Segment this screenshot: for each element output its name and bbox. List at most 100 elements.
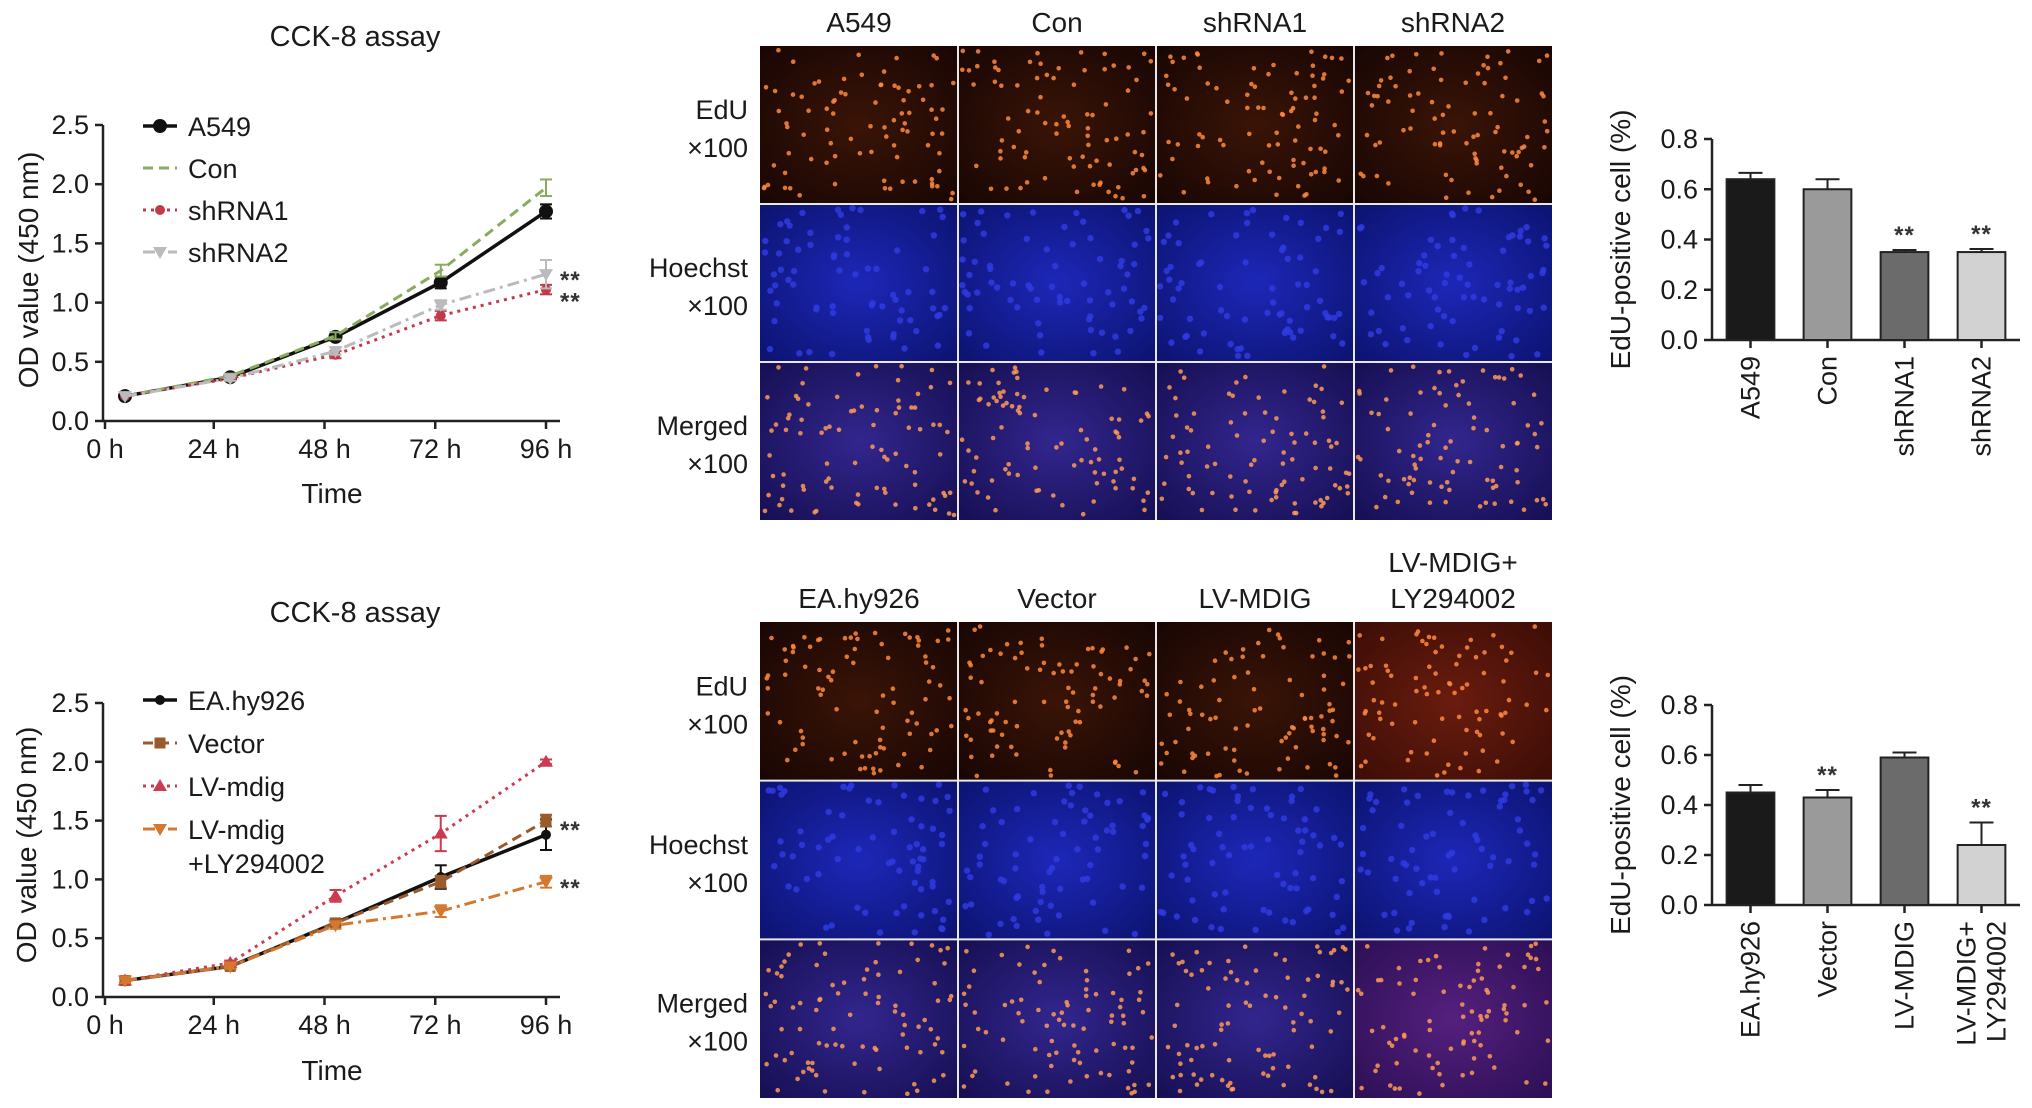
cell-nucleus <box>836 427 842 433</box>
cell-nucleus <box>977 381 982 386</box>
cell-nucleus <box>1502 149 1507 154</box>
cell-nucleus <box>975 49 981 54</box>
cell-nucleus <box>1287 677 1293 683</box>
cell-nucleus <box>1175 240 1182 247</box>
cell-nucleus <box>1449 317 1456 325</box>
cell-nucleus <box>960 237 967 244</box>
cell-nucleus <box>1499 165 1504 170</box>
cell-nucleus <box>1105 289 1112 296</box>
cell-nucleus <box>1243 374 1248 380</box>
cell-nucleus <box>1294 70 1299 76</box>
cell-nucleus <box>1102 51 1107 57</box>
cell-nucleus <box>1525 134 1530 140</box>
cell-nucleus <box>1188 428 1194 433</box>
cell-nucleus <box>1529 796 1536 804</box>
cell-nucleus <box>1378 78 1384 83</box>
cell-nucleus <box>1506 697 1512 703</box>
cell-nucleus <box>918 1050 923 1055</box>
cell-nucleus <box>1178 799 1186 806</box>
cell-nucleus <box>1444 912 1452 919</box>
cell-nucleus <box>1497 188 1502 193</box>
cell-nucleus <box>796 350 803 357</box>
cell-nucleus <box>1030 790 1038 797</box>
cell-nucleus <box>1397 1086 1402 1091</box>
cell-nucleus <box>859 404 865 409</box>
cell-nucleus <box>937 151 942 156</box>
cell-nucleus <box>937 452 943 457</box>
cell-nucleus <box>960 48 966 54</box>
cell-nucleus <box>1016 1010 1021 1016</box>
cell-nucleus <box>1472 151 1477 157</box>
cell-nucleus <box>979 679 984 685</box>
cell-nucleus <box>996 380 1001 386</box>
cell-nucleus <box>962 479 968 484</box>
cell-nucleus <box>1307 397 1312 402</box>
cell-nucleus <box>1120 195 1125 201</box>
cell-nucleus <box>945 429 950 435</box>
cell-nucleus <box>1282 917 1289 924</box>
cell-nucleus <box>1463 80 1468 86</box>
cell-nucleus <box>1054 736 1060 741</box>
cell-nucleus <box>1474 729 1480 735</box>
cell-nucleus <box>1437 390 1442 396</box>
cell-nucleus <box>1426 634 1432 640</box>
cell-nucleus <box>1090 350 1097 357</box>
cell-nucleus <box>1420 638 1425 644</box>
cell-nucleus <box>1464 727 1469 733</box>
cell-nucleus <box>1126 65 1131 70</box>
cell-nucleus <box>818 692 823 698</box>
cell-nucleus <box>773 300 780 307</box>
cell-nucleus <box>1477 504 1483 509</box>
cell-nucleus <box>1416 91 1421 96</box>
cell-nucleus <box>1178 1061 1183 1066</box>
cell-nucleus <box>1141 852 1149 860</box>
column-header: shRNA2 <box>1401 7 1505 38</box>
cell-nucleus <box>1119 883 1126 890</box>
cell-nucleus <box>1322 310 1329 317</box>
cell-nucleus <box>1322 224 1330 232</box>
cell-nucleus <box>1121 206 1128 214</box>
cell-nucleus <box>985 495 991 500</box>
cell-nucleus <box>1000 877 1008 885</box>
significance-label: ** <box>560 875 581 902</box>
cell-nucleus <box>1168 54 1173 59</box>
cell-nucleus <box>900 179 905 184</box>
cell-nucleus <box>876 941 881 946</box>
cell-nucleus <box>1405 292 1412 299</box>
cell-nucleus <box>1325 314 1333 321</box>
cell-nucleus <box>1448 439 1453 444</box>
cell-nucleus <box>1432 116 1437 121</box>
cell-nucleus <box>1141 165 1146 171</box>
cell-nucleus <box>1498 464 1504 470</box>
category-label: LV-MDIG+ <box>1952 921 1982 1046</box>
cell-nucleus <box>812 81 817 86</box>
cell-nucleus <box>1173 395 1178 401</box>
cell-nucleus <box>1302 193 1307 198</box>
cell-nucleus <box>1495 301 1503 308</box>
cell-nucleus <box>1449 236 1456 244</box>
cell-nucleus <box>867 753 872 759</box>
cell-nucleus <box>1234 433 1240 438</box>
cell-nucleus <box>1523 840 1531 847</box>
cell-nucleus <box>887 186 893 191</box>
cell-nucleus <box>1310 654 1315 659</box>
cell-nucleus <box>1264 836 1272 843</box>
cell-nucleus <box>1241 316 1249 323</box>
cell-nucleus <box>998 394 1003 400</box>
cell-nucleus <box>1385 55 1390 61</box>
cell-nucleus <box>797 828 804 835</box>
line-chart-bottom-ylabel: OD value (450 nm) <box>11 727 42 964</box>
cell-nucleus <box>1196 348 1204 355</box>
cell-nucleus <box>1007 296 1014 304</box>
cell-nucleus <box>1369 1028 1375 1034</box>
cell-nucleus <box>1502 905 1509 912</box>
cell-nucleus <box>773 1053 779 1058</box>
cell-nucleus <box>1219 844 1226 851</box>
cell-nucleus <box>1514 286 1521 293</box>
cell-nucleus <box>1229 494 1234 499</box>
cell-nucleus <box>914 1088 920 1094</box>
cell-nucleus <box>1313 806 1320 813</box>
cell-nucleus <box>1084 437 1090 442</box>
x-tick-label: 96 h <box>520 434 573 464</box>
cell-nucleus <box>1524 1080 1529 1085</box>
